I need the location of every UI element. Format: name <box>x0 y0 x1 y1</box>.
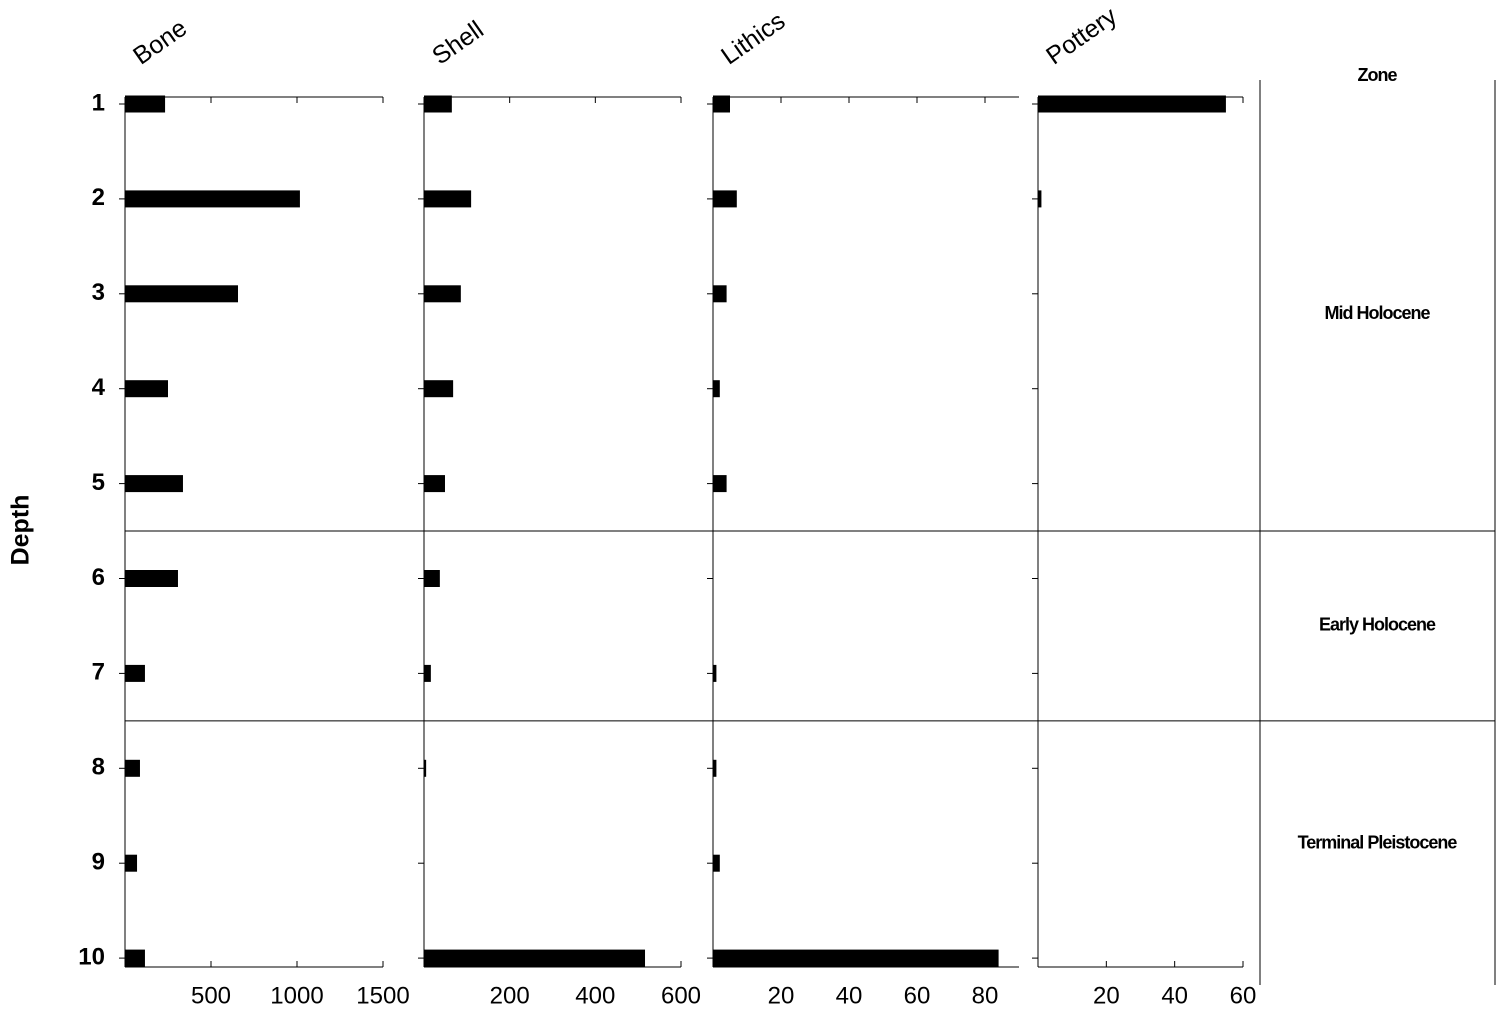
bar <box>424 664 431 682</box>
panel-title: Lithics <box>716 7 790 71</box>
x-tick-label: 20 <box>768 982 795 1009</box>
bar <box>125 570 178 587</box>
x-tick-label: 60 <box>1230 982 1257 1009</box>
panel-title: Bone <box>128 14 192 70</box>
panel-title: Pottery <box>1041 2 1122 71</box>
depth-label: 4 <box>92 374 106 401</box>
bar <box>1038 95 1226 113</box>
x-tick-label: 1000 <box>270 982 323 1009</box>
depth-label: 6 <box>92 564 105 591</box>
zone-label: Early Holocene <box>1319 615 1436 635</box>
x-tick-label: 400 <box>575 982 615 1009</box>
x-tick-label: 80 <box>972 982 999 1009</box>
bar <box>713 475 727 493</box>
bar <box>424 95 452 113</box>
bar <box>424 475 445 493</box>
depth-label: 7 <box>92 659 105 686</box>
x-tick-label: 40 <box>836 982 863 1009</box>
depth-label: 9 <box>92 849 105 876</box>
bar <box>424 190 472 208</box>
bar <box>713 190 737 208</box>
bar <box>713 854 720 872</box>
bar <box>125 759 140 777</box>
y-axis-label: Depth <box>7 495 35 566</box>
x-tick-label: 600 <box>661 982 701 1009</box>
bar <box>713 664 717 682</box>
depth-label: 5 <box>92 469 105 496</box>
bar <box>713 285 727 303</box>
x-tick-label: 20 <box>1093 982 1120 1009</box>
bar <box>424 570 440 587</box>
x-tick-label: 1500 <box>356 982 409 1009</box>
x-tick-label: 500 <box>191 982 231 1009</box>
bar <box>424 759 427 777</box>
bar <box>424 949 646 967</box>
x-tick-label: 200 <box>490 982 530 1009</box>
depth-label: 1 <box>92 89 105 116</box>
bar <box>424 285 461 303</box>
bar <box>713 380 720 398</box>
bar <box>125 380 168 398</box>
bar <box>1038 190 1042 208</box>
bar <box>713 95 730 113</box>
bar <box>713 759 717 777</box>
bar <box>125 475 183 493</box>
depth-label: 2 <box>92 184 105 211</box>
bar <box>125 285 239 303</box>
bar <box>125 95 166 113</box>
bar <box>713 949 999 967</box>
depth-label: 3 <box>92 279 105 306</box>
zone-label: Mid Holocene <box>1324 303 1430 323</box>
zone-title: Zone <box>1358 65 1398 85</box>
bar <box>125 949 145 967</box>
bar <box>125 664 145 682</box>
depth-label: 10 <box>78 943 105 970</box>
bar <box>125 854 138 872</box>
bar <box>424 380 454 398</box>
depth-label: 8 <box>92 754 105 781</box>
x-tick-label: 60 <box>904 982 931 1009</box>
bar <box>125 190 300 208</box>
panel-title: Shell <box>427 16 489 71</box>
x-tick-label: 40 <box>1161 982 1188 1009</box>
zone-label: Terminal Pleistocene <box>1298 833 1458 853</box>
